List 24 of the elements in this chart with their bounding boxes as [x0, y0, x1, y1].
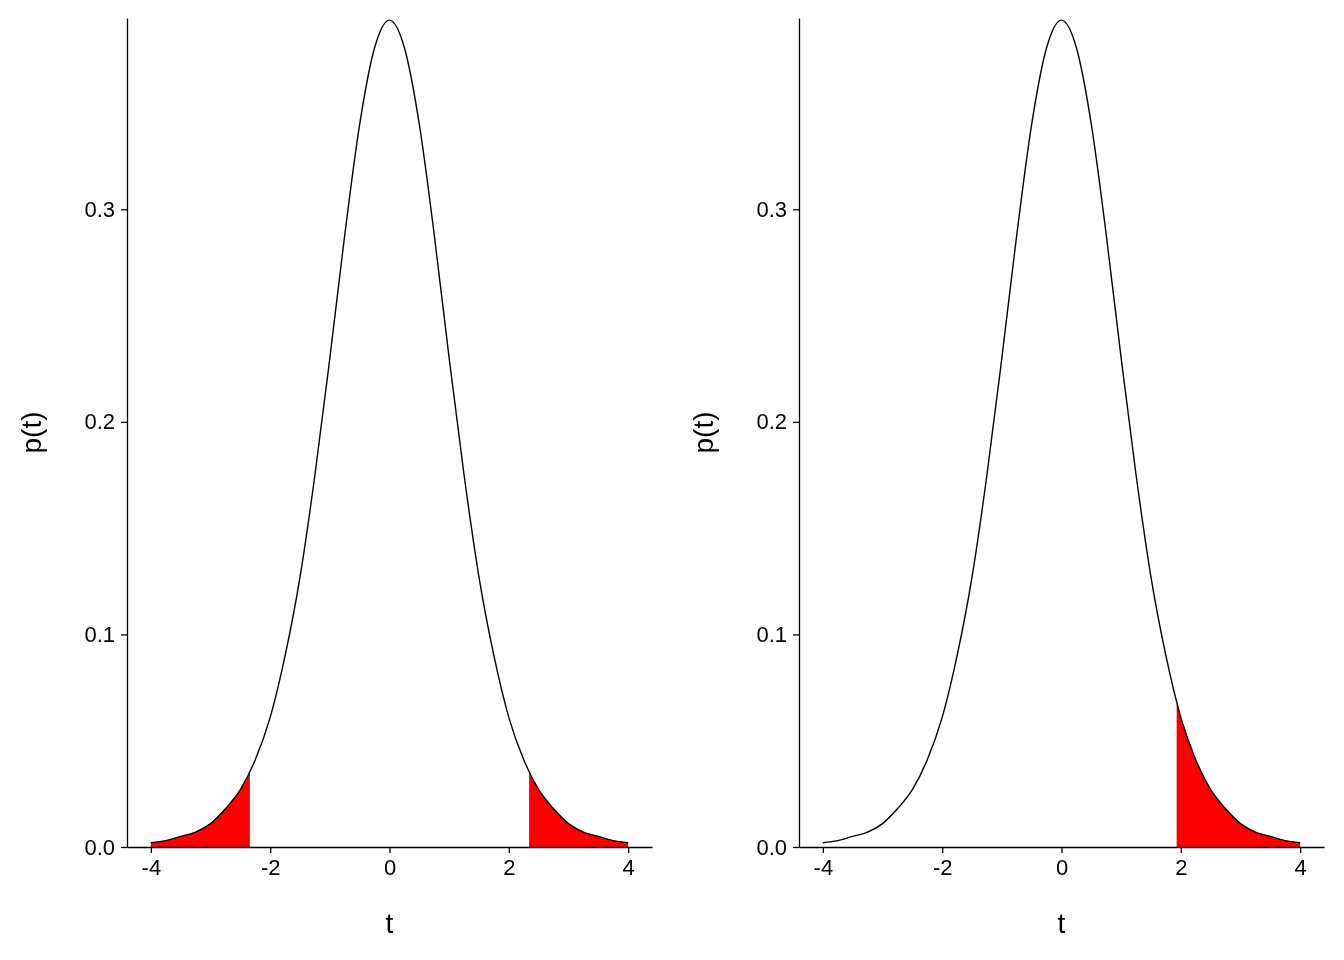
- y-tick-label: 0.3: [84, 196, 115, 222]
- line-series: [150, 19, 629, 844]
- x-axis-title: t: [385, 908, 394, 939]
- x-tick-label: 4: [1294, 854, 1307, 880]
- x-tick-label: -2: [260, 854, 281, 880]
- x-tick-label: 0: [383, 854, 397, 880]
- y-tick-label: 0.0: [84, 834, 115, 860]
- y-axis-title: p(t): [688, 411, 719, 454]
- x-tick-label: 2: [1175, 854, 1188, 880]
- x-tick-label: -4: [813, 854, 834, 880]
- y-tick-label: 0.1: [84, 621, 115, 647]
- x-tick-label: 4: [622, 854, 635, 880]
- line-series: [822, 19, 1301, 844]
- y-tick-label: 0.2: [84, 409, 115, 435]
- x-tick-label: 2: [503, 854, 516, 880]
- y-tick-label: 0.1: [756, 621, 787, 647]
- y-tick-label: 0.2: [756, 409, 787, 435]
- y-tick-label: 0.0: [756, 834, 787, 860]
- x-tick-label: -2: [932, 854, 953, 880]
- x-tick-label: 0: [1055, 854, 1069, 880]
- y-tick-label: 0.3: [756, 196, 787, 222]
- x-axis-title: t: [1057, 908, 1066, 939]
- y-axis-title: p(t): [16, 411, 47, 454]
- x-tick-label: -4: [141, 854, 162, 880]
